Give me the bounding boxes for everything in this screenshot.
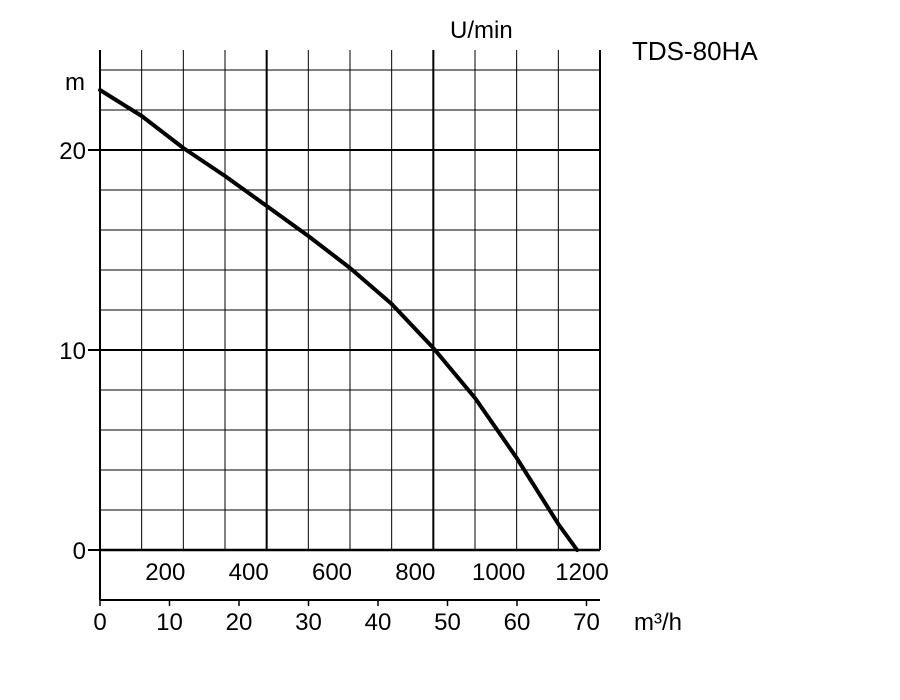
bottom-axis-tick-label: 10 — [156, 609, 183, 636]
top-axis-tick-labels: 200 400 600 800 1000 1200 — [145, 559, 608, 586]
top-axis-tick-label: 1200 — [555, 559, 608, 586]
y-axis-label: m — [65, 69, 85, 96]
plot-frame — [99, 50, 601, 606]
y-tick-label: 10 — [59, 338, 86, 365]
bottom-axis-label: m³/h — [634, 609, 682, 636]
bottom-axis-tick-label: 0 — [93, 609, 106, 636]
bottom-axis-tick-label: 40 — [365, 609, 392, 636]
grid — [88, 50, 601, 551]
top-axis-tick-label: 600 — [312, 559, 352, 586]
top-axis-tick-label: 1000 — [472, 559, 525, 586]
top-axis-tick-label: 200 — [145, 559, 185, 586]
bottom-axis-tick-labels: 0 10 20 30 40 50 60 70 — [93, 609, 600, 636]
top-axis-tick-label: 800 — [395, 559, 435, 586]
y-tick-labels: 0 10 20 — [59, 138, 86, 565]
bottom-axis-tick-label: 30 — [295, 609, 322, 636]
curve — [98, 88, 580, 552]
bottom-axis-tick-label: 60 — [504, 609, 531, 636]
bottom-axis-tick-label: 20 — [226, 609, 253, 636]
curve-line — [98, 88, 580, 552]
chart-title: TDS-80HA — [632, 36, 758, 66]
y-tick-label: 20 — [59, 138, 86, 165]
top-axis-tick-label: 400 — [229, 559, 269, 586]
top-axis-label: U/min — [450, 17, 513, 44]
y-tick-label: 0 — [73, 538, 86, 565]
bottom-axis-tick-label: 70 — [573, 609, 600, 636]
bottom-axis-tick-label: 50 — [434, 609, 461, 636]
